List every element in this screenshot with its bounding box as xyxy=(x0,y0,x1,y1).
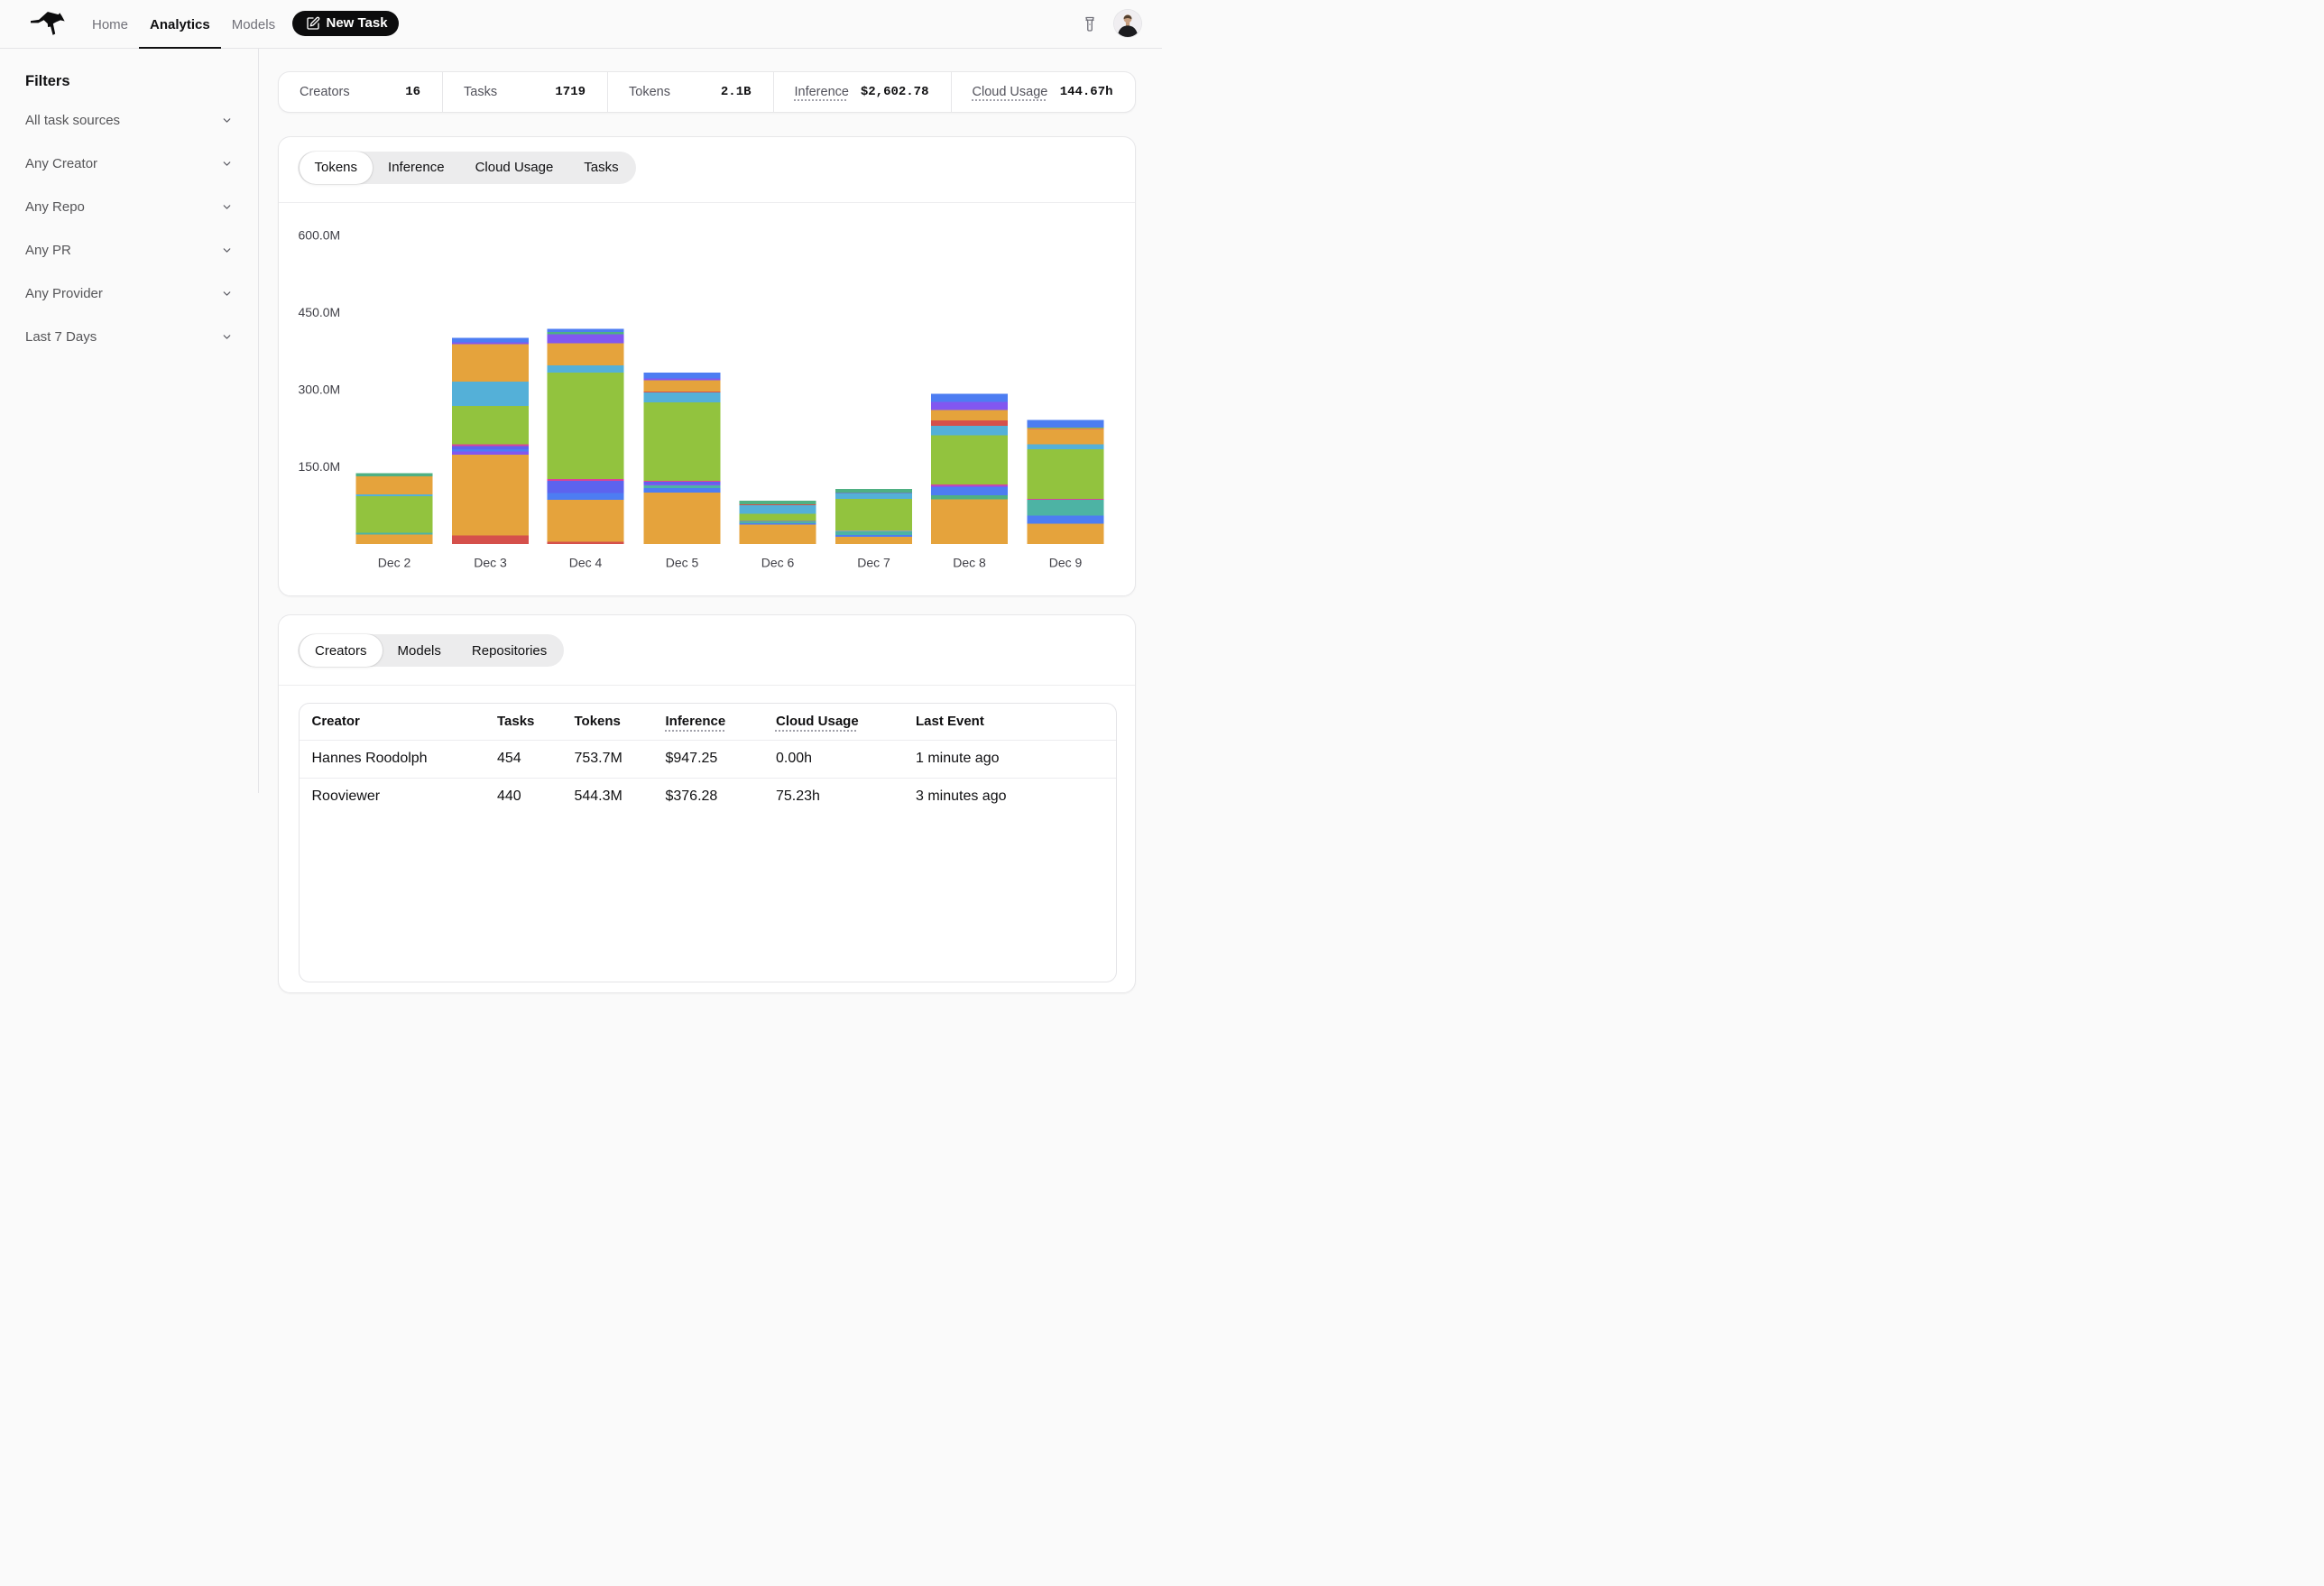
svg-text:Dec 8: Dec 8 xyxy=(953,555,986,569)
svg-text:Dec 9: Dec 9 xyxy=(1049,555,1083,569)
svg-text:Dec 2: Dec 2 xyxy=(378,555,411,569)
svg-text:Dec 7: Dec 7 xyxy=(857,555,890,569)
svg-text:Dec 3: Dec 3 xyxy=(474,555,507,569)
svg-text:300.0M: 300.0M xyxy=(299,382,341,396)
svg-text:Dec 6: Dec 6 xyxy=(761,555,795,569)
svg-text:Dec 5: Dec 5 xyxy=(666,555,699,569)
svg-text:150.0M: 150.0M xyxy=(299,459,341,474)
svg-text:600.0M: 600.0M xyxy=(299,227,341,242)
svg-text:Dec 4: Dec 4 xyxy=(569,555,603,569)
svg-text:450.0M: 450.0M xyxy=(299,305,341,319)
